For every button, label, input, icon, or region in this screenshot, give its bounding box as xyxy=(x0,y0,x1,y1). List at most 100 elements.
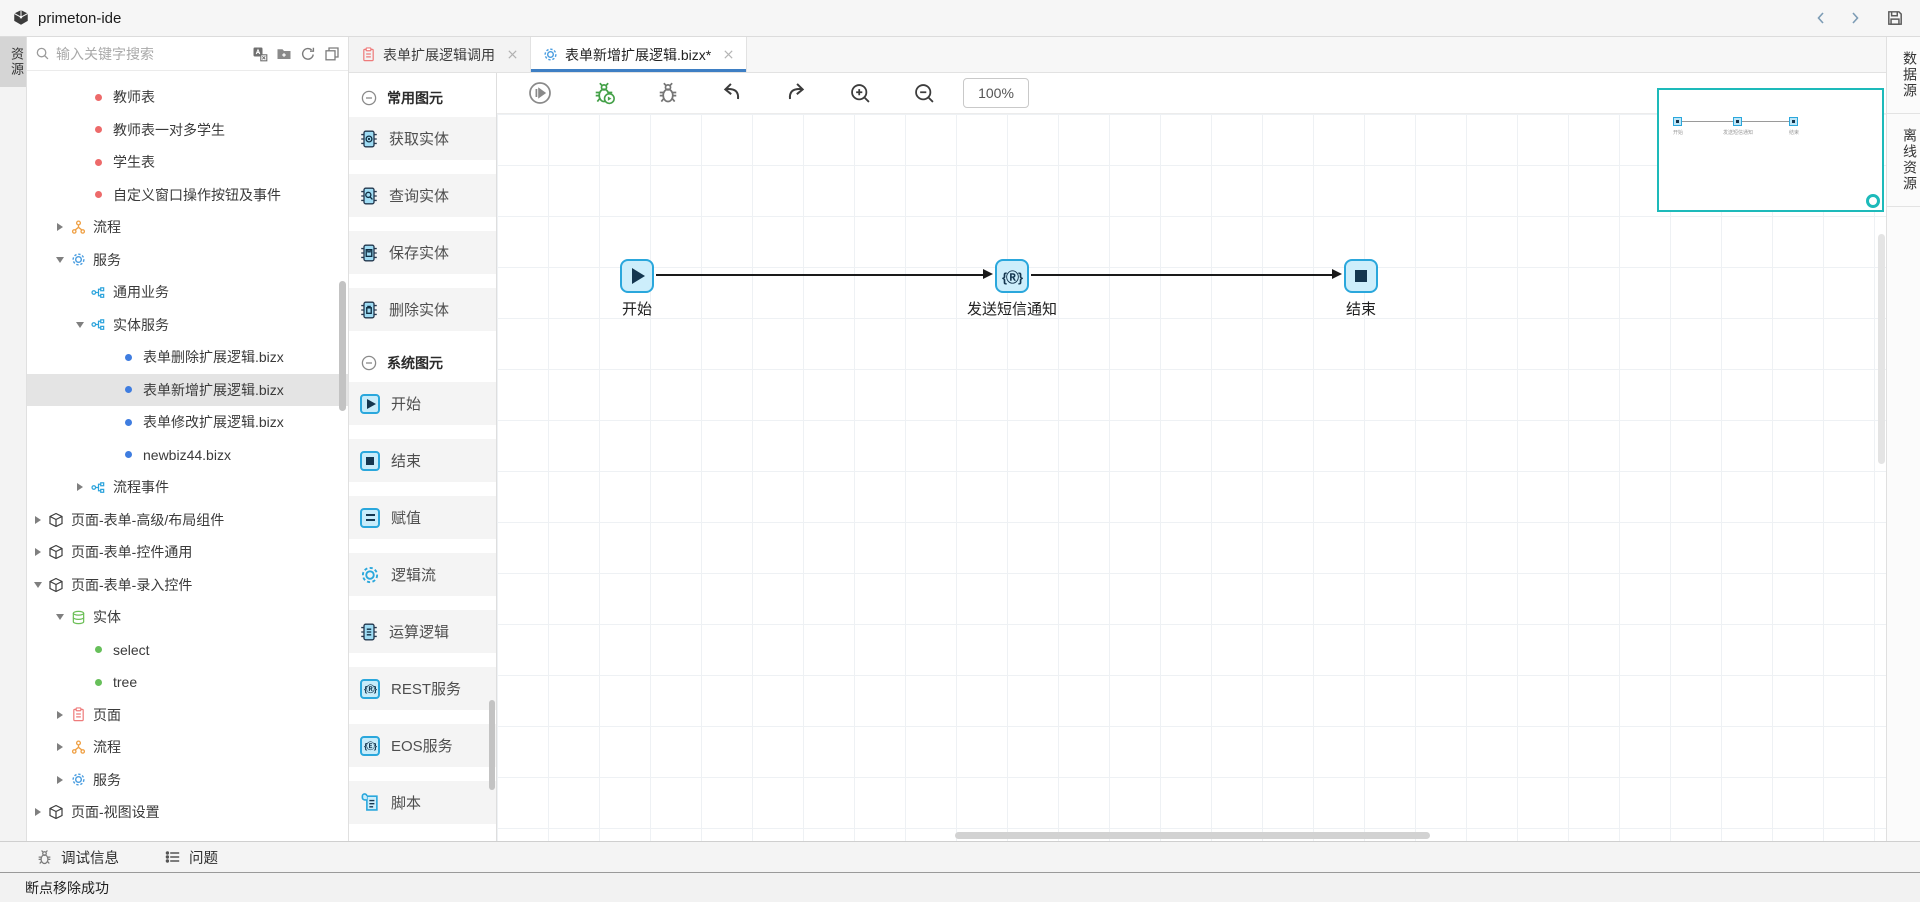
palette-section-common[interactable]: 常用图元 xyxy=(349,81,496,115)
editor-tab-active[interactable]: 表单新增扩展逻辑.bizx* xyxy=(531,37,748,72)
refresh-button[interactable] xyxy=(296,43,320,65)
tree-item[interactable]: 教师表 xyxy=(27,81,348,114)
palette-item-script[interactable]: 脚本 xyxy=(349,781,496,824)
tree-item[interactable]: 流程 xyxy=(27,731,348,764)
tree-item[interactable]: 服务 xyxy=(27,764,348,797)
flow-node-end[interactable] xyxy=(1344,259,1378,293)
palette-section-system[interactable]: 系统图元 xyxy=(349,346,496,380)
caret-right-icon[interactable] xyxy=(31,548,45,557)
page-icon xyxy=(71,707,86,722)
palette-item-delete-entity[interactable]: 删除实体 xyxy=(349,288,496,331)
caret-down-icon[interactable] xyxy=(53,256,67,263)
caret-right-icon[interactable] xyxy=(73,483,87,492)
rail-tab-offline-resources[interactable]: 离线资源 xyxy=(1887,114,1920,207)
canvas-hscrollbar[interactable] xyxy=(955,832,1430,839)
caret-down-icon[interactable] xyxy=(31,581,45,588)
undo-button[interactable] xyxy=(719,80,745,106)
zoom-in-button[interactable] xyxy=(847,80,873,106)
tree-item[interactable]: 页面-表单-控件通用 xyxy=(27,536,348,569)
zoom-in-icon xyxy=(849,82,872,105)
palette-scrollbar[interactable] xyxy=(489,700,495,790)
tree-item[interactable]: 页面-视图设置 xyxy=(27,796,348,829)
palette-item-query-entity[interactable]: 查询实体 xyxy=(349,174,496,217)
rail-tab-resources[interactable]: 资源 xyxy=(0,37,26,87)
chip-get-icon xyxy=(360,129,378,149)
flow-node-rest-service[interactable]: {Ⓡ} xyxy=(995,259,1029,293)
debug-stop-button[interactable] xyxy=(655,80,681,106)
palette-item-start[interactable]: 开始 xyxy=(349,382,496,425)
zoom-out-icon xyxy=(913,82,936,105)
flow-node-start[interactable] xyxy=(620,259,654,293)
editor-tab[interactable]: 表单扩展逻辑调用 xyxy=(349,37,531,72)
caret-down-icon[interactable] xyxy=(73,321,87,328)
run-button[interactable] xyxy=(527,80,553,106)
caret-right-icon[interactable] xyxy=(53,710,67,719)
zoom-out-button[interactable] xyxy=(911,80,937,106)
tree-item[interactable]: 实体 xyxy=(27,601,348,634)
tree-item-selected[interactable]: 表单新增扩展逻辑.bizx xyxy=(27,373,348,406)
status-message: 断点移除成功 xyxy=(25,879,109,896)
right-rail: 数据源 离线资源 xyxy=(1886,37,1920,841)
rail-tab-datasource[interactable]: 数据源 xyxy=(1887,37,1920,114)
close-icon[interactable] xyxy=(507,49,518,60)
caret-right-icon[interactable] xyxy=(53,743,67,752)
caret-right-icon[interactable] xyxy=(53,775,67,784)
tree-item[interactable]: 学生表 xyxy=(27,146,348,179)
tree-item[interactable]: 服务 xyxy=(27,244,348,277)
tree-item[interactable]: 通用业务 xyxy=(27,276,348,309)
tree-item[interactable]: 流程事件 xyxy=(27,471,348,504)
nav-forward-button[interactable] xyxy=(1842,5,1868,31)
page-icon xyxy=(361,47,376,62)
tree-item[interactable]: 自定义窗口操作按钮及事件 xyxy=(27,179,348,212)
close-icon[interactable] xyxy=(723,49,734,60)
minimap-resize-handle[interactable] xyxy=(1866,194,1880,208)
new-folder-button[interactable] xyxy=(272,43,296,65)
tree-item[interactable]: 表单修改扩展逻辑.bizx xyxy=(27,406,348,439)
tree-item[interactable]: tree xyxy=(27,666,348,699)
tree-item[interactable]: 表单删除扩展逻辑.bizx xyxy=(27,341,348,374)
debug-info-tab[interactable]: 调试信息 xyxy=(36,847,119,868)
tree-item[interactable]: 页面 xyxy=(27,699,348,732)
save-button[interactable] xyxy=(1882,5,1908,31)
minimap[interactable]: 开始 发送短信通知 结束 xyxy=(1657,88,1884,212)
palette-item-rest-service[interactable]: {Ⓡ} REST服务 xyxy=(349,667,496,710)
canvas-vscrollbar[interactable] xyxy=(1878,234,1885,464)
minimap-node xyxy=(1673,117,1682,126)
caret-right-icon[interactable] xyxy=(53,223,67,232)
gear-icon xyxy=(71,252,86,267)
tree-item[interactable]: 流程 xyxy=(27,211,348,244)
flow-canvas[interactable]: 开始 {Ⓡ} 发送短信通知 结束 xyxy=(497,114,1886,841)
zoom-level-select[interactable]: 100% xyxy=(963,78,1029,108)
palette-item-logic-flow[interactable]: 逻辑流 xyxy=(349,553,496,596)
end-icon xyxy=(360,450,380,471)
node-label: 结束 xyxy=(1345,301,1377,318)
palette-item-eos-service[interactable]: {Ⓔ} EOS服务 xyxy=(349,724,496,767)
redo-button[interactable] xyxy=(783,80,809,106)
tree-item[interactable]: 页面-表单-录入控件 xyxy=(27,569,348,602)
palette-item-save-entity[interactable]: 保存实体 xyxy=(349,231,496,274)
caret-right-icon[interactable] xyxy=(31,515,45,524)
flow-edge xyxy=(1031,269,1342,280)
debug-run-button[interactable] xyxy=(591,80,617,106)
app-title: primeton-ide xyxy=(38,9,122,27)
debug-info-icon xyxy=(36,849,53,866)
problems-tab[interactable]: 问题 xyxy=(165,847,218,868)
search-input[interactable] xyxy=(56,45,248,62)
tree-item[interactable]: newbiz44.bizx xyxy=(27,439,348,472)
tree-item[interactable]: 实体服务 xyxy=(27,309,348,342)
tree-item[interactable]: 教师表一对多学生 xyxy=(27,114,348,147)
tree-scrollbar[interactable] xyxy=(339,281,346,411)
explorer-search-row xyxy=(27,37,348,71)
caret-right-icon[interactable] xyxy=(31,808,45,817)
caret-down-icon[interactable] xyxy=(53,614,67,621)
red-dot-icon xyxy=(94,191,102,199)
palette-item-calc-logic[interactable]: 运算逻辑 xyxy=(349,610,496,653)
tree-item[interactable]: 页面-表单-高级/布局组件 xyxy=(27,504,348,537)
locale-filter-button[interactable] xyxy=(248,43,272,65)
collapse-all-button[interactable] xyxy=(320,43,344,65)
tree-item[interactable]: select xyxy=(27,634,348,667)
palette-item-assign[interactable]: 赋值 xyxy=(349,496,496,539)
palette-item-end[interactable]: 结束 xyxy=(349,439,496,482)
nav-back-button[interactable] xyxy=(1808,5,1834,31)
palette-item-get-entity[interactable]: 获取实体 xyxy=(349,117,496,160)
